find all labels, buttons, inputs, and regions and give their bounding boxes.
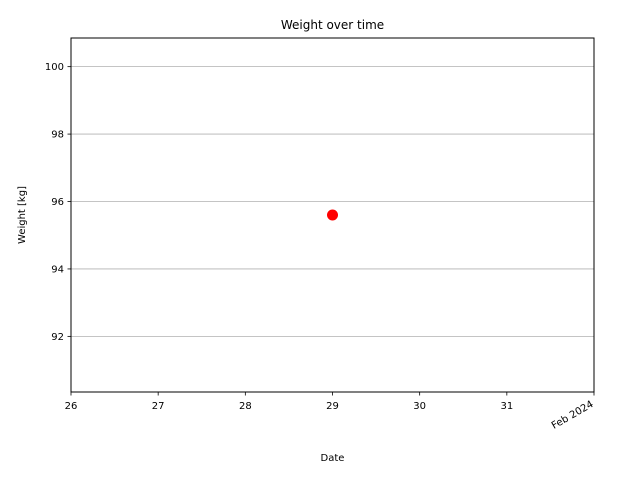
x-tick-label: 27	[152, 401, 165, 412]
x-axis-label: Date	[321, 453, 345, 464]
x-tick-label: 26	[65, 401, 78, 412]
y-axis-label: Weight [kg]	[17, 186, 28, 244]
x-tick-label: 28	[239, 401, 252, 412]
y-tick-label: 98	[51, 130, 64, 141]
data-points	[327, 209, 338, 221]
data-point	[327, 209, 338, 221]
y-tick-label: 94	[51, 264, 64, 275]
x-tick-label: 31	[500, 401, 513, 412]
y-tick-label: 96	[51, 197, 64, 208]
grid	[71, 66, 594, 337]
chart-title: Weight over time	[281, 18, 384, 32]
x-tick-label: 29	[326, 401, 339, 412]
y-tick-label: 100	[45, 62, 64, 73]
x-tick-label: 30	[413, 401, 426, 412]
y-axis: 92 94 96 98 100	[45, 62, 71, 343]
y-tick-label: 92	[51, 332, 64, 343]
